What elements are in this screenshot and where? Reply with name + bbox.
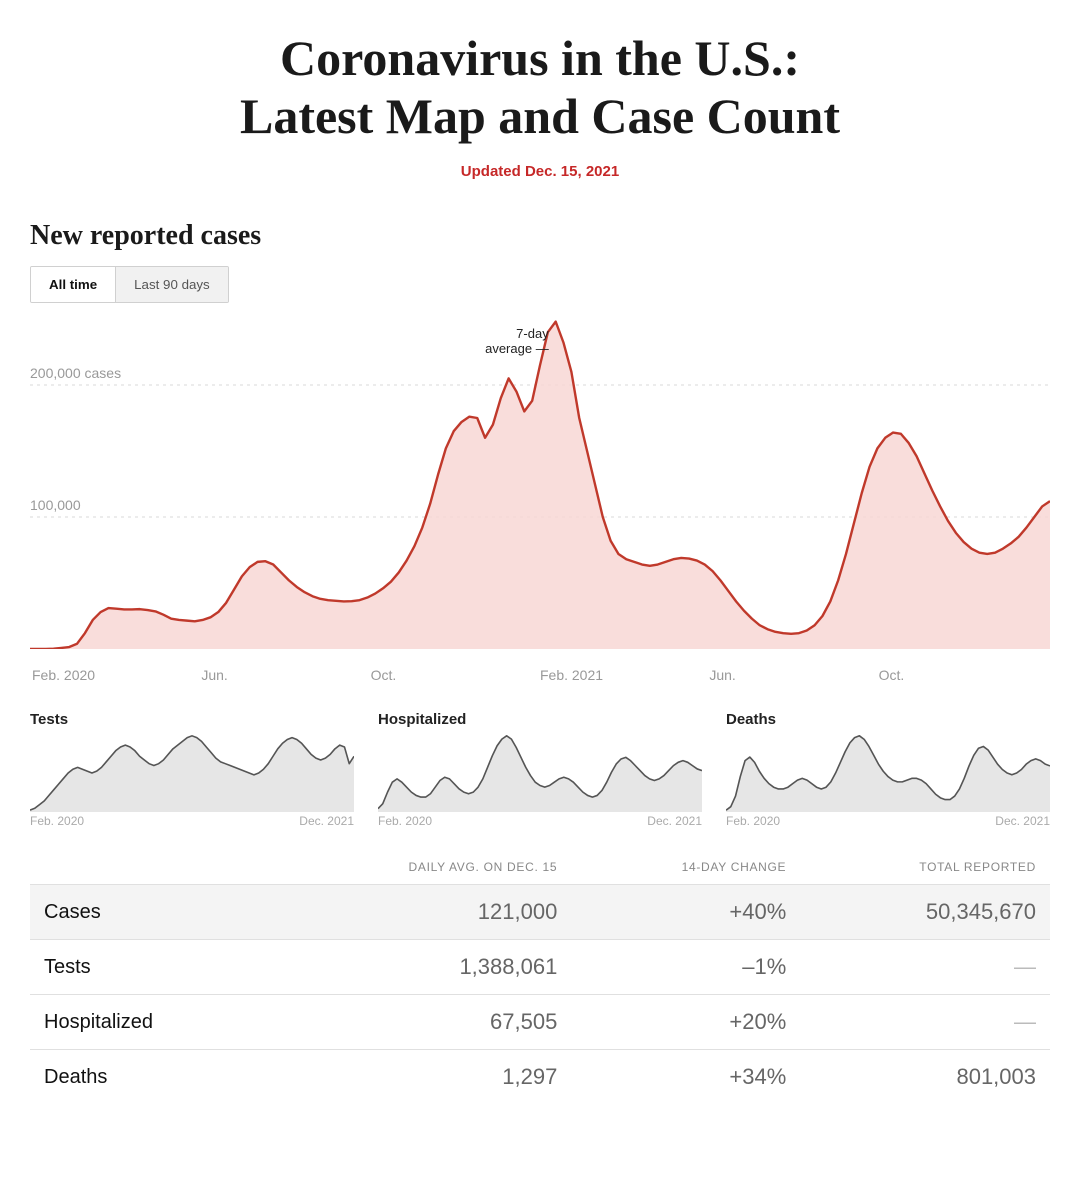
stats-col-header: 14-DAY CHANGE (571, 850, 800, 885)
time-range-tabs: All timeLast 90 days (30, 266, 229, 303)
stats-cell: — (800, 940, 1050, 995)
stats-col-header (30, 850, 266, 885)
sparkline-title: Deaths (726, 711, 1050, 728)
section-heading-cases: New reported cases (30, 220, 1050, 252)
stats-row-label: Cases (30, 885, 266, 940)
stats-row-hospitalized: Hospitalized67,505+20%— (30, 995, 1050, 1050)
stats-row-label: Hospitalized (30, 995, 266, 1050)
sparkline-title: Tests (30, 711, 354, 728)
seven-day-avg-annotation: 7-day average — (485, 326, 549, 357)
sparkline-title: Hospitalized (378, 711, 702, 728)
stats-col-header: DAILY AVG. ON DEC. 15 (266, 850, 571, 885)
stats-cell: +40% (571, 885, 800, 940)
sparkline-deaths: Deaths Feb. 2020Dec. 2021 (726, 711, 1050, 828)
x-tick-label: Feb. 2020 (32, 667, 201, 683)
sparkline-range: Feb. 2020Dec. 2021 (726, 814, 1050, 828)
stats-row-label: Deaths (30, 1050, 266, 1105)
stats-cell: — (800, 995, 1050, 1050)
stats-row-cases: Cases121,000+40%50,345,670 (30, 885, 1050, 940)
stats-table: DAILY AVG. ON DEC. 1514-DAY CHANGETOTAL … (30, 850, 1050, 1104)
stats-cell: 801,003 (800, 1050, 1050, 1105)
tab-all-time[interactable]: All time (31, 267, 115, 302)
x-tick-label: Feb. 2021 (540, 667, 709, 683)
x-tick-label: Jun. (709, 667, 878, 683)
y-tick-label: 200,000 cases (30, 365, 121, 381)
x-tick-label: Oct. (879, 667, 1048, 683)
stats-row-deaths: Deaths1,297+34%801,003 (30, 1050, 1050, 1105)
tab-last-90-days[interactable]: Last 90 days (115, 267, 228, 302)
title-line-2: Latest Map and Case Count (240, 88, 840, 144)
main-cases-chart: 7-day average — 100,000 200,000 cases (30, 319, 1050, 659)
sparkline-range: Feb. 2020Dec. 2021 (30, 814, 354, 828)
sparkline-tests: Tests Feb. 2020Dec. 2021 (30, 711, 354, 828)
stats-cell: 1,388,061 (266, 940, 571, 995)
x-tick-label: Oct. (371, 667, 540, 683)
stats-row-label: Tests (30, 940, 266, 995)
sparkline-row: Tests Feb. 2020Dec. 2021 Hospitalized Feb. … (30, 711, 1050, 828)
stats-row-tests: Tests1,388,061–1%— (30, 940, 1050, 995)
stats-cell: 121,000 (266, 885, 571, 940)
y-tick-label: 100,000 (30, 497, 81, 513)
sparkline-hospitalized: Hospitalized Feb. 2020Dec. 2021 (378, 711, 702, 828)
sparkline-range: Feb. 2020Dec. 2021 (378, 814, 702, 828)
stats-col-header: TOTAL REPORTED (800, 850, 1050, 885)
stats-cell: 67,505 (266, 995, 571, 1050)
updated-timestamp: Updated Dec. 15, 2021 (30, 163, 1050, 180)
page-title: Coronavirus in the U.S.: Latest Map and … (30, 30, 1050, 145)
main-chart-x-axis: Feb. 2020Jun.Oct.Feb. 2021Jun.Oct. (30, 667, 1050, 683)
title-line-1: Coronavirus in the U.S.: (280, 30, 800, 86)
stats-cell: 50,345,670 (800, 885, 1050, 940)
stats-cell: +34% (571, 1050, 800, 1105)
stats-cell: 1,297 (266, 1050, 571, 1105)
stats-cell: –1% (571, 940, 800, 995)
x-tick-label: Jun. (201, 667, 370, 683)
stats-cell: +20% (571, 995, 800, 1050)
